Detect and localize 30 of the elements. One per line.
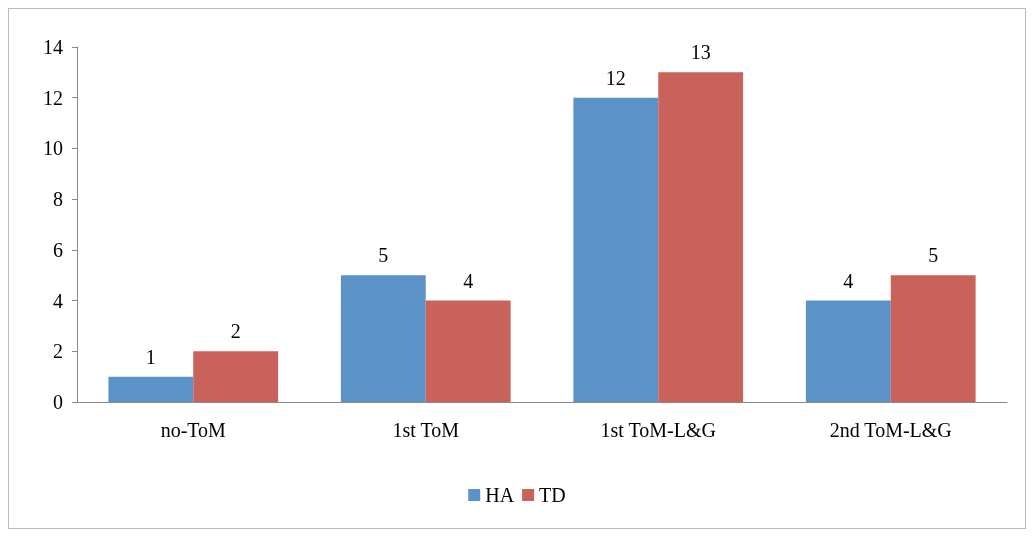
data-label: 1 bbox=[145, 345, 156, 368]
y-tick-label: 2 bbox=[53, 340, 63, 363]
data-label: 5 bbox=[928, 244, 939, 267]
x-tick-label: no-ToM bbox=[160, 419, 227, 441]
bar bbox=[573, 97, 659, 402]
x-tick-label: 2nd ToM-L&G bbox=[829, 419, 952, 441]
data-label: 13 bbox=[690, 41, 711, 64]
data-label: 12 bbox=[605, 66, 626, 89]
data-label: 4 bbox=[463, 269, 474, 292]
y-tick-label: 12 bbox=[43, 86, 63, 109]
data-label: 5 bbox=[378, 244, 389, 267]
bar bbox=[108, 376, 194, 402]
bar bbox=[805, 300, 891, 402]
legend-label: TD bbox=[539, 484, 566, 506]
y-tick-label: 8 bbox=[53, 188, 63, 211]
bar bbox=[890, 275, 976, 402]
x-tick-label: 1st ToM bbox=[392, 419, 460, 441]
legend-label: HA bbox=[485, 484, 515, 506]
x-tick-label: 1st ToM-L&G bbox=[600, 419, 716, 441]
data-label: 2 bbox=[230, 320, 241, 343]
bar bbox=[340, 275, 426, 402]
bar bbox=[425, 300, 511, 402]
bar bbox=[193, 351, 279, 402]
y-tick-label: 0 bbox=[53, 391, 63, 413]
y-tick-label: 14 bbox=[43, 36, 63, 58]
bar bbox=[658, 72, 744, 402]
y-tick-label: 4 bbox=[53, 289, 63, 312]
data-label: 4 bbox=[843, 269, 854, 292]
y-tick-label: 6 bbox=[53, 238, 63, 261]
y-tick-label: 10 bbox=[43, 137, 63, 160]
